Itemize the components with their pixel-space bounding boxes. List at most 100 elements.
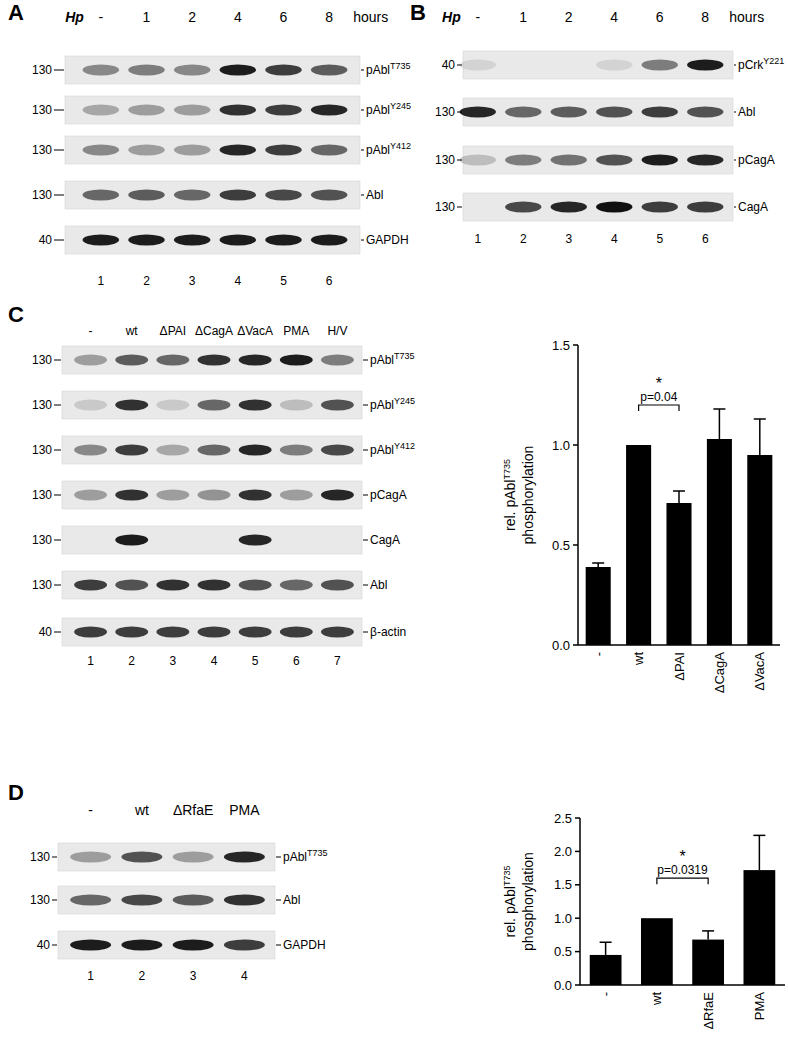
mw-tick — [52, 945, 57, 946]
blot-strip — [463, 51, 733, 79]
label-text: CagA — [738, 200, 768, 214]
label-text: rel. pAbl — [502, 480, 518, 531]
band — [83, 65, 120, 76]
lane-header: 4 — [610, 9, 618, 25]
band — [265, 145, 302, 156]
mw-label: 130 — [435, 153, 455, 167]
band — [311, 190, 348, 201]
row-label: pCagA — [738, 153, 775, 167]
lane-header: ΔPAI — [160, 324, 186, 338]
mw-tick — [54, 405, 61, 406]
error-bar — [600, 942, 612, 955]
error-bar — [702, 931, 714, 940]
blot-strip — [65, 96, 360, 124]
band — [596, 155, 632, 166]
lane-number: 2 — [139, 969, 146, 983]
error-stem — [678, 491, 680, 503]
header-lead: Hp — [65, 9, 84, 25]
band — [265, 235, 302, 246]
band — [239, 355, 272, 366]
label-superscript: Y221 — [763, 56, 784, 66]
mw-label: 40 — [39, 625, 53, 639]
band — [115, 355, 148, 366]
lane-header: ΔCagA — [195, 324, 233, 338]
blot-strip — [62, 481, 362, 509]
band — [265, 190, 302, 201]
lane-number: 7 — [334, 654, 341, 668]
mw-tick — [457, 65, 462, 66]
blot-strip — [58, 843, 275, 871]
band — [321, 580, 354, 591]
x-tick-label: ΔVacA — [752, 652, 767, 691]
error-bar — [673, 491, 685, 503]
row-label: GAPDH — [283, 938, 326, 952]
error-stem — [707, 931, 709, 940]
label-superscript: T735 — [394, 351, 415, 361]
row-label: pAblY412 — [366, 141, 411, 157]
blot-strip — [65, 226, 360, 254]
band — [174, 190, 211, 201]
lane-header: 6 — [656, 9, 664, 25]
blot-panel: BHp-12468hours40pCrkY221130Abl130pCagA13… — [410, 0, 784, 246]
significance-bracket — [657, 878, 708, 884]
mw-tick — [54, 450, 61, 451]
band — [311, 65, 348, 76]
y-axis-label: phosphorylation — [520, 446, 536, 545]
band — [239, 400, 272, 411]
row-tick — [363, 495, 368, 496]
mw-label: 130 — [30, 893, 50, 907]
row-label: pAblT735 — [366, 61, 411, 77]
mw-label: 40 — [39, 233, 53, 247]
row-label: Abl — [738, 105, 755, 119]
x-tick-label: PMA — [752, 992, 767, 1021]
lane-header: ΔRfaE — [173, 802, 213, 818]
band — [198, 580, 231, 591]
band — [121, 852, 162, 863]
label-text: Abl — [283, 893, 300, 907]
label-text: pCagA — [738, 153, 775, 167]
band — [224, 895, 265, 906]
band — [596, 107, 632, 118]
lane-header: 1 — [143, 9, 151, 25]
mw-label: 130 — [30, 850, 50, 864]
band — [220, 65, 257, 76]
band — [596, 60, 632, 71]
mw-label: 130 — [32, 533, 52, 547]
mw-tick — [54, 150, 64, 151]
y-tick-label: 1.0 — [554, 911, 572, 926]
bar — [747, 455, 772, 645]
label-text: GAPDH — [366, 233, 409, 247]
y-tick-label: 0.0 — [552, 638, 570, 653]
band — [83, 190, 120, 201]
x-tick-label: ΔCagA — [712, 652, 727, 694]
lane-header: wt — [125, 324, 139, 338]
blot-strip — [62, 436, 362, 464]
band — [642, 155, 678, 166]
label-text: pCagA — [370, 488, 407, 502]
band — [74, 355, 107, 366]
mw-tick — [54, 70, 64, 71]
band — [173, 852, 214, 863]
band — [128, 190, 165, 201]
mw-label: 130 — [32, 578, 52, 592]
band — [70, 895, 111, 906]
mw-tick — [54, 110, 64, 111]
band — [280, 355, 313, 366]
lane-number: 3 — [190, 969, 197, 983]
band — [128, 235, 165, 246]
significance-star: * — [656, 375, 662, 392]
row-tick — [361, 195, 364, 196]
error-stem — [605, 942, 607, 955]
blot-strip — [62, 526, 362, 554]
row-tick — [276, 900, 281, 901]
band — [505, 202, 541, 213]
row-label: CagA — [370, 533, 400, 547]
lane-number: 4 — [234, 274, 241, 288]
bars — [586, 409, 773, 645]
lane-number: 6 — [702, 232, 709, 246]
mw-tick — [52, 857, 57, 858]
label-text: pAbl — [366, 103, 390, 117]
header-tail: hours — [729, 9, 764, 25]
y-axis-label: phosphorylation — [520, 852, 536, 951]
lane-number: 2 — [520, 232, 527, 246]
